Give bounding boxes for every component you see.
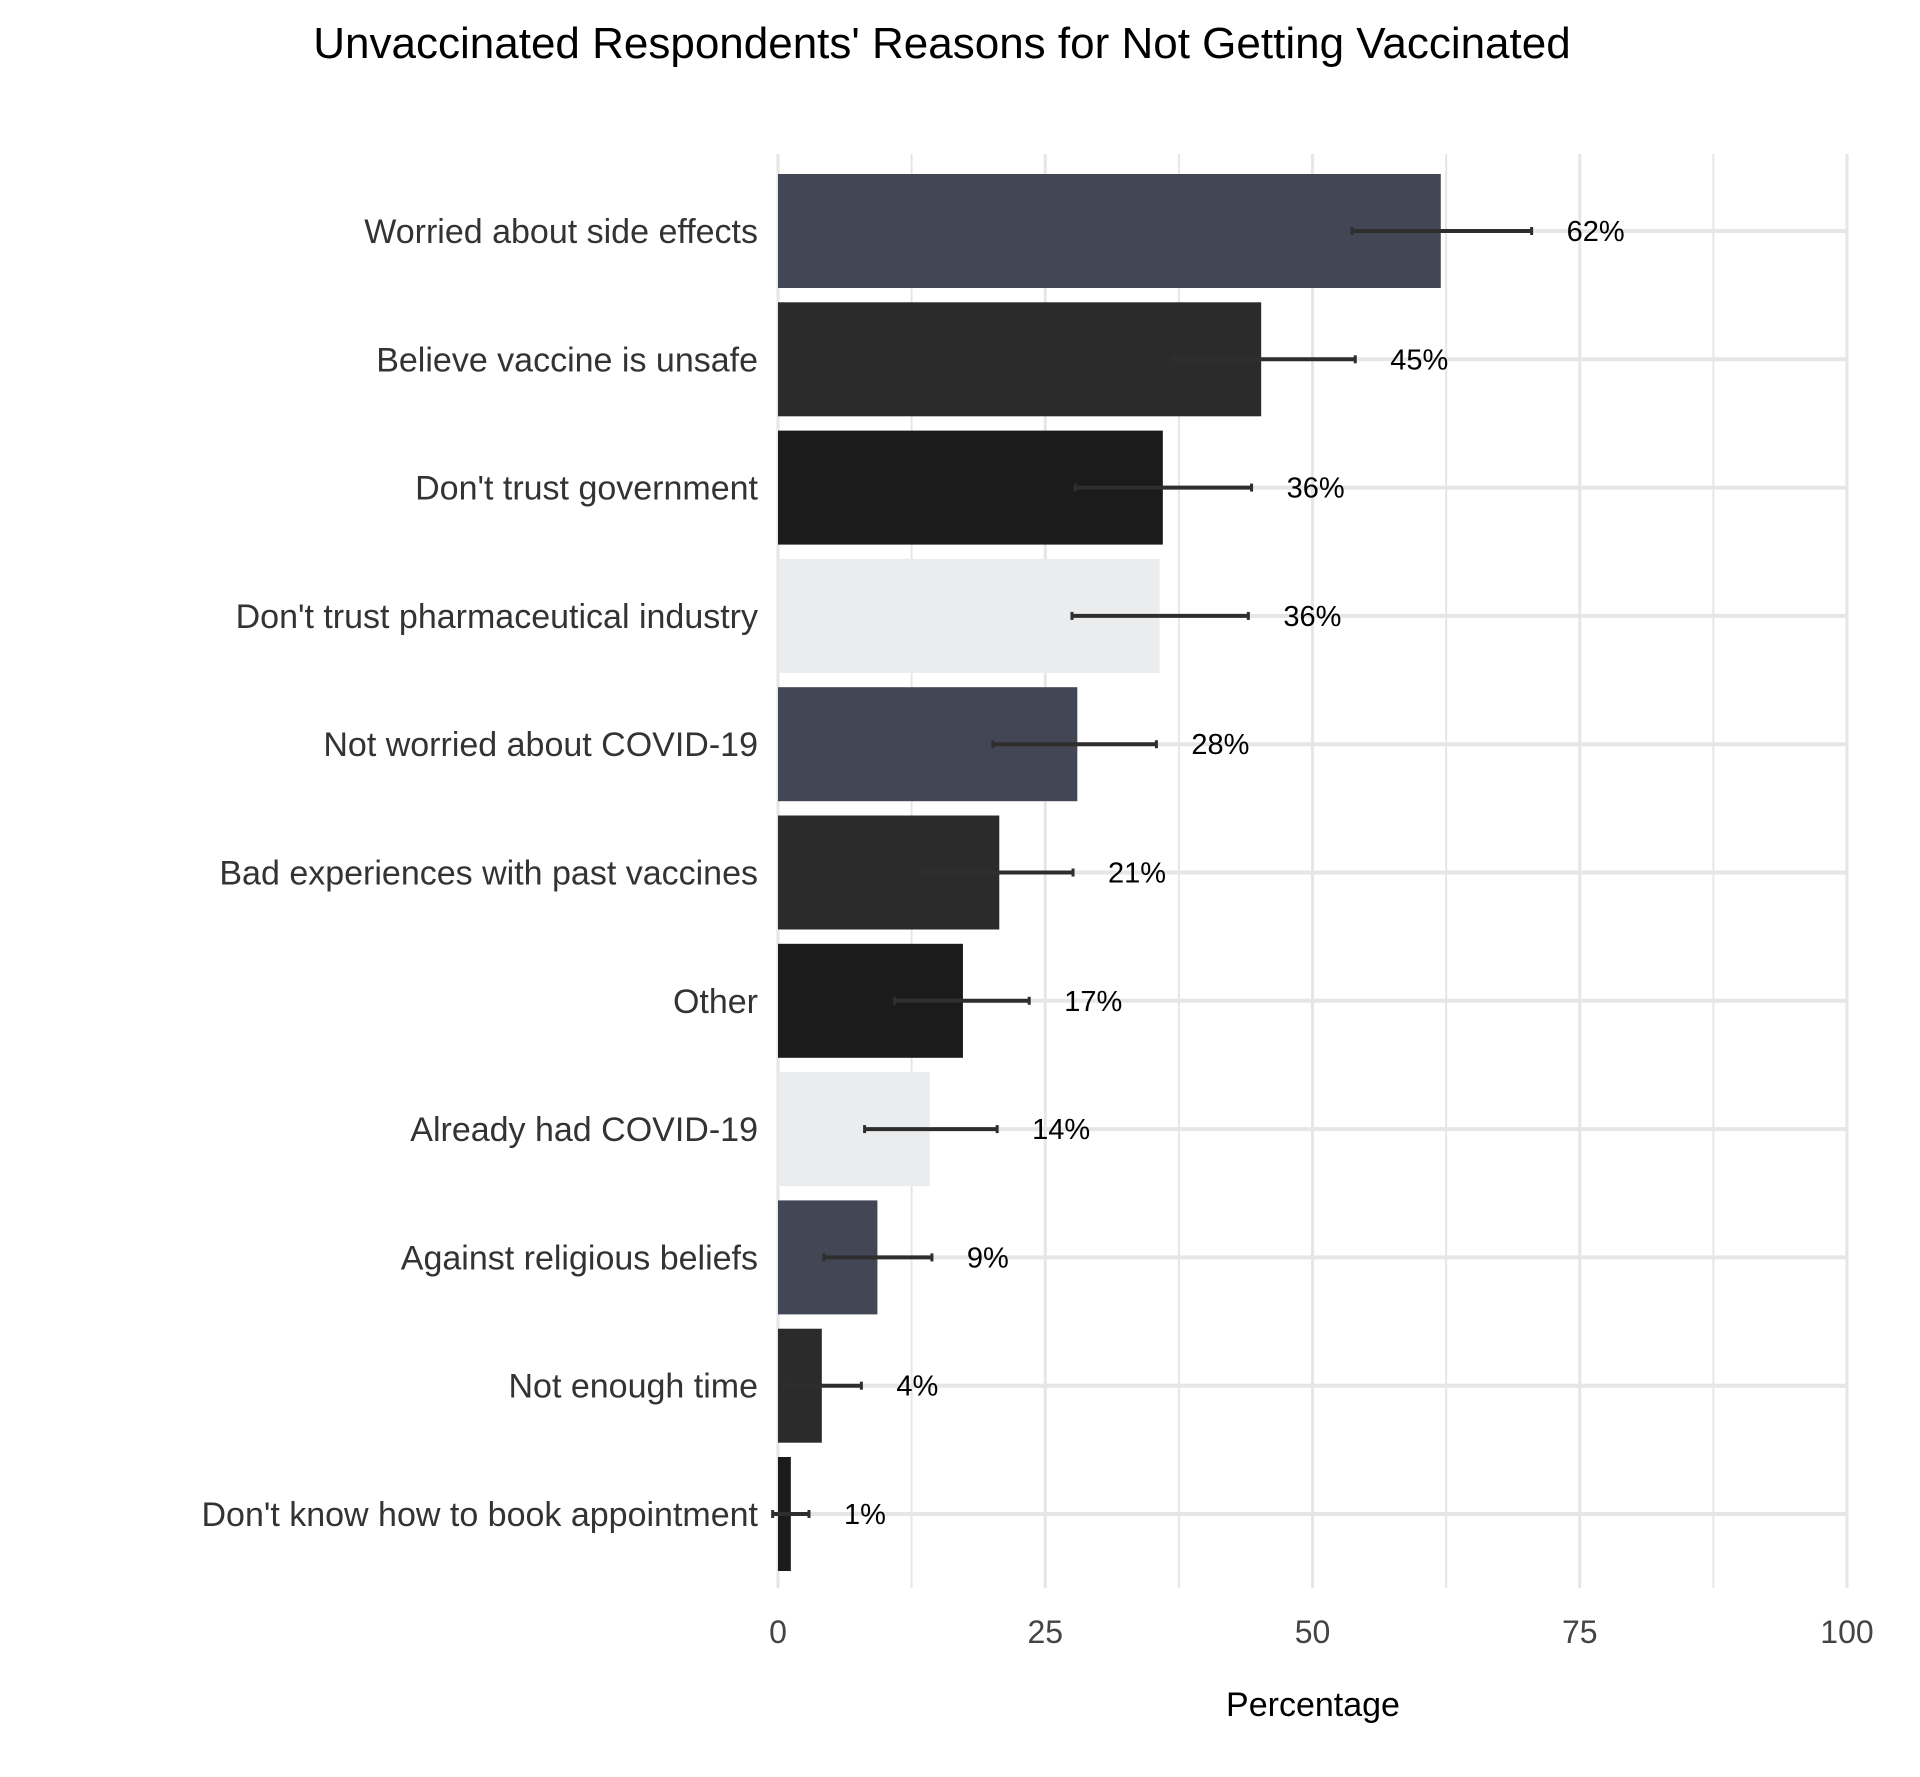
data-label: 9% — [967, 1242, 1009, 1274]
y-tick-label: Not worried about COVID-19 — [323, 726, 758, 764]
data-label: 36% — [1283, 601, 1341, 633]
x-axis-label: Percentage — [1226, 1686, 1400, 1724]
y-tick-label: Don't trust government — [415, 470, 758, 508]
data-label: 17% — [1064, 986, 1122, 1018]
data-label: 1% — [844, 1499, 886, 1531]
x-tick-label: 75 — [1562, 1614, 1598, 1650]
x-axis-ticks: 0 25 50 75 100 — [769, 1614, 1874, 1650]
data-label: 36% — [1287, 473, 1345, 505]
y-tick-label: Against religious beliefs — [401, 1239, 758, 1277]
y-tick-label: Other — [673, 983, 758, 1021]
x-tick-label: 50 — [1295, 1614, 1331, 1650]
data-label: 4% — [896, 1371, 938, 1403]
data-label: 28% — [1191, 729, 1249, 761]
y-tick-label: Already had COVID-19 — [410, 1111, 758, 1149]
x-tick-label: 100 — [1820, 1614, 1873, 1650]
y-tick-label: Not enough time — [509, 1368, 759, 1406]
chart-title: Unvaccinated Respondents' Reasons for No… — [313, 19, 1570, 68]
y-tick-label: Worried about side effects — [364, 213, 758, 251]
data-label: 62% — [1567, 216, 1625, 248]
bars: 62% 45% 36% 36% 28% 21% 17% 14% 9% 4% 1% — [771, 174, 1625, 1571]
y-tick-label: Don't know how to book appointment — [201, 1496, 758, 1534]
data-label: 14% — [1032, 1114, 1090, 1146]
y-axis-labels: Worried about side effects Believe vaccin… — [201, 213, 758, 1534]
x-tick-label: 25 — [1027, 1614, 1063, 1650]
x-tick-label: 0 — [769, 1614, 787, 1650]
y-tick-label: Believe vaccine is unsafe — [376, 341, 758, 379]
y-tick-label: Don't trust pharmaceutical industry — [236, 598, 758, 636]
y-tick-label: Bad experiences with past vaccines — [219, 855, 758, 893]
data-label: 45% — [1390, 344, 1448, 376]
data-label: 21% — [1108, 858, 1166, 890]
bar — [778, 174, 1441, 288]
